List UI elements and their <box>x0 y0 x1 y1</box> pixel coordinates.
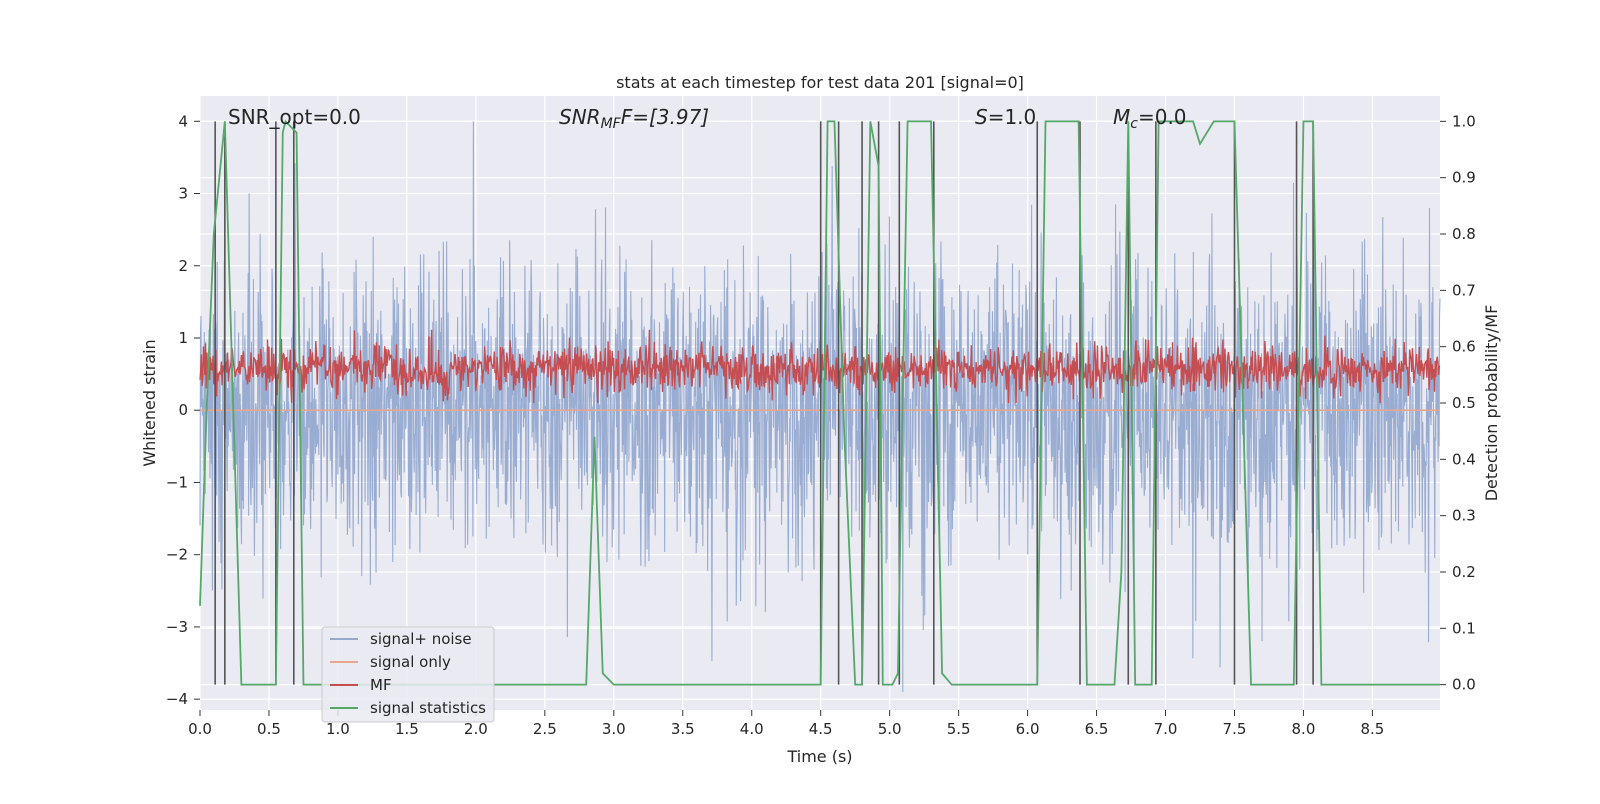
x-axis-label: Time (s) <box>786 747 852 766</box>
y-left-tick-label: 3 <box>178 185 188 203</box>
y-left-tick-label: 4 <box>178 112 188 130</box>
s-value: =1.0 <box>988 105 1037 129</box>
y-axis-left-label: Whitened strain <box>140 339 159 466</box>
y-axis-right-label: Detection probability/MF <box>1482 305 1501 502</box>
x-tick-label: 3.0 <box>602 720 626 738</box>
x-tick-label: 6.5 <box>1085 720 1109 738</box>
legend: signal+ noise signal only MF signal stat… <box>321 626 495 723</box>
x-tick-label: 5.0 <box>878 720 902 738</box>
y-right-tick-label: 0.6 <box>1452 338 1476 356</box>
x-tick-label: 4.5 <box>809 720 833 738</box>
legend-box <box>321 626 495 723</box>
mc-var: M <box>1113 105 1130 129</box>
x-tick-label: 3.5 <box>671 720 695 738</box>
y-left-tick-label: 2 <box>178 257 188 275</box>
y-right-tick-label: 0.8 <box>1452 225 1476 243</box>
y-right-tick-label: 0.2 <box>1452 563 1476 581</box>
y-right-tick-label: 0.5 <box>1452 394 1476 412</box>
plot-series <box>199 119 1441 692</box>
legend-label-mf: MF <box>370 676 392 694</box>
mc-annotation: Mc=0.0 <box>1113 105 1187 132</box>
y-left-tick-label: −3 <box>166 618 188 636</box>
y-left-tick-label: 0 <box>178 401 188 419</box>
series-signal-statistics <box>199 119 1440 686</box>
snr-mf-var: SNR <box>559 105 601 129</box>
snr-mf-sub: MF <box>601 116 622 132</box>
legend-label-signal-statistics: signal statistics <box>370 699 486 717</box>
x-tick-label: 7.5 <box>1223 720 1247 738</box>
x-tick-label: 0.0 <box>188 720 212 738</box>
y-right-tick-label: 0.4 <box>1452 450 1476 468</box>
x-tick-label: 1.0 <box>326 720 350 738</box>
mc-value: =0.0 <box>1138 105 1187 129</box>
s-var: S <box>975 105 988 129</box>
snr-mf-annotation: SNRMFF=[3.97] <box>559 105 709 132</box>
y-right-tick-label: 0.9 <box>1452 169 1476 187</box>
y-right-tick-label: 0.1 <box>1452 619 1476 637</box>
legend-label-signal-noise: signal+ noise <box>370 630 472 648</box>
y-right-tick-label: 0.3 <box>1452 507 1476 525</box>
legend-label-signal-only: signal only <box>370 653 451 671</box>
y-left-tick-label: 1 <box>178 329 188 347</box>
snr-opt-annotation: SNR_opt=0.0 <box>228 105 361 129</box>
mc-sub: c <box>1130 116 1138 132</box>
x-tick-label: 6.0 <box>1016 720 1040 738</box>
snr-mf-value: F=[3.97] <box>621 105 709 129</box>
chart-title: stats at each timestep for test data 201… <box>616 73 1024 92</box>
x-tick-label: 7.0 <box>1154 720 1178 738</box>
x-tick-label: 8.0 <box>1292 720 1316 738</box>
axis-ticks: 0.0 0.5 1.0 1.5 2.0 2.5 3.0 3.5 4.0 4.5 5.0 5.5 6.0 6… <box>166 112 1476 738</box>
x-tick-label: 2.5 <box>533 720 557 738</box>
x-tick-label: 1.5 <box>395 720 419 738</box>
y-right-tick-label: 1.0 <box>1452 112 1476 130</box>
x-tick-label: 0.5 <box>257 720 281 738</box>
y-right-tick-label: 0.0 <box>1452 676 1476 694</box>
x-tick-label: 2.0 <box>464 720 488 738</box>
y-left-tick-label: −1 <box>166 473 188 491</box>
y-left-tick-label: −4 <box>166 690 188 708</box>
x-tick-label: 4.0 <box>740 720 764 738</box>
y-right-tick-label: 0.7 <box>1452 281 1476 299</box>
x-tick-label: 5.5 <box>947 720 971 738</box>
s-annotation: S=1.0 <box>975 105 1036 129</box>
y-left-tick-label: −2 <box>166 546 188 564</box>
x-tick-label: 8.5 <box>1360 720 1384 738</box>
